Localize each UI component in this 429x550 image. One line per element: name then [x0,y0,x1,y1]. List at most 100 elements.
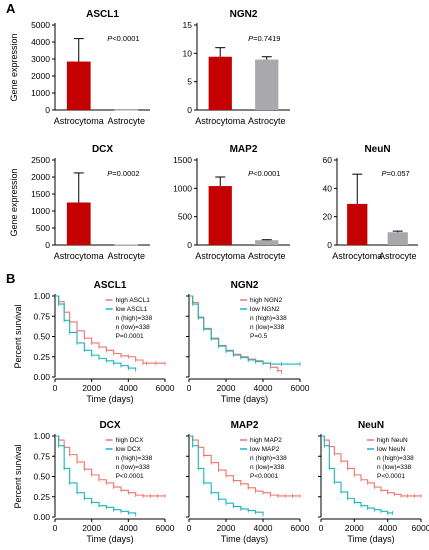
c2-ylabel: Gene expression [9,168,19,236]
c7-xlabel: Time (days) [86,534,133,544]
c6-xtick-label: 2000 [217,383,236,393]
c8-title: MAP2 [231,420,259,431]
c9-legend-entry-0: high NeuN [377,437,408,444]
c4-ytick-label: 60 [323,155,333,165]
c5-ytick-label: 1.00 [33,291,50,301]
c4-title: NeuN [364,144,390,155]
c7-xtick-label: 2000 [82,523,101,533]
c1-ytick-label: 5 [187,77,192,87]
c7-ytick-label: 0.50 [33,472,50,482]
c6-legend-entry-0: high NGN2 [250,297,283,304]
c3-category-label-1: Astrocyte [248,251,286,261]
c2-ytick-label: 2500 [31,155,50,165]
c5-legend-entry-0: high ASCL1 [116,297,151,304]
c1-bar-1 [255,59,279,110]
c5-title: ASCL1 [94,280,127,291]
c6-xlabel: Time (days) [221,394,268,404]
c5-ylabel: Percent survival [13,304,23,368]
c4-ytick-label: 0 [327,240,332,250]
c8-legend-entry-4: P<0.0001 [250,473,278,480]
c0-ytick-label: 3000 [31,54,50,64]
c7-legend-entry-1: low DCX [116,446,142,453]
c9-xtick-label: 6000 [412,523,429,533]
c7-legend-entry-0: high DCX [116,437,144,444]
c0-pvalue: P<0.0001 [107,34,139,43]
c1-ytick-label: 15 [183,20,193,30]
c2-ytick-label: 2000 [31,172,50,182]
c7-ylabel: Percent survival [13,444,23,508]
c9-series-0 [321,435,421,497]
c0-ytick-label: 5000 [31,20,50,30]
c4-ytick-label: 40 [323,183,333,193]
c2-category-label-0: Astrocytoma [54,251,104,261]
c4-bar-0 [347,203,368,245]
c9-xtick-label: 2000 [345,523,364,533]
c4-pvalue: P=0.057 [382,169,410,178]
c8-series-0 [189,435,300,497]
c1-ytick-label: 10 [183,48,193,58]
c4-bar-1 [387,232,408,245]
c3-bar-0 [208,186,232,245]
c1-bar-0 [208,56,232,110]
c8-xtick-label: 4000 [254,523,273,533]
c7-ytick-label: 0.25 [33,492,50,502]
c4-category-label-0: Astrocytoma [332,251,382,261]
c8-legend-entry-2: n (high)=338 [250,455,287,462]
c0-ytick-label: 4000 [31,37,50,47]
c9-xtick-label: 4000 [378,523,397,533]
c0-ytick-label: 1000 [31,88,50,98]
c3-ytick-label: 500 [178,212,192,222]
c7-ytick-label: 1.00 [33,431,50,441]
c9-legend-entry-2: n (high)=338 [377,455,414,462]
c5-ytick-label: 0.50 [33,332,50,342]
c6-legend-entry-2: n (high)=338 [250,315,287,322]
c6-legend-entry-1: low NGN2 [250,306,280,313]
c8-xlabel: Time (days) [221,534,268,544]
c0-ytick-label: 0 [45,105,50,115]
c5-xtick-label: 6000 [156,383,175,393]
c2-ytick-label: 0 [45,240,50,250]
c9-title: NeuN [358,420,384,431]
c9-legend-entry-3: n (low)=338 [377,464,412,471]
c7-legend-entry-2: n (high)=338 [116,455,153,462]
c1-category-label-1: Astrocyte [248,116,286,126]
c8-xtick-label: 0 [187,523,192,533]
c4-category-label-1: Astrocyte [379,251,417,261]
c2-bar-1 [114,244,139,246]
c4-ytick-label: 20 [323,212,333,222]
c3-ytick-label: 1000 [173,183,192,193]
c5-ytick-label: 0.75 [33,311,50,321]
c5-xtick-label: 0 [53,383,58,393]
c0-category-label-0: Astrocytoma [54,116,104,126]
c0-ylabel: Gene expression [9,33,19,101]
c9-legend-entry-1: low NeuN [377,446,405,453]
c6-xtick-label: 6000 [291,383,310,393]
c3-ytick-label: 1500 [173,155,192,165]
c6-legend-entry-3: n (low)=338 [250,324,285,331]
c5-legend-entry-1: low ASCL1 [116,306,148,313]
c2-ytick-label: 1500 [31,189,50,199]
c6-xtick-label: 4000 [254,383,273,393]
c6-xtick-label: 0 [187,383,192,393]
c0-bar-1 [114,109,139,111]
c5-series-0 [55,295,165,364]
c7-legend-entry-3: n (low)=338 [116,464,151,471]
c0-bar-0 [66,61,91,110]
c1-pvalue: P=0.7419 [248,34,280,43]
c7-series-0 [55,435,165,497]
c8-legend-entry-1: low MAP2 [250,446,280,453]
c8-series-1 [189,435,264,515]
c5-xtick-label: 4000 [119,383,138,393]
c5-ytick-label: 0.00 [33,372,50,382]
c5-ytick-label: 0.25 [33,352,50,362]
c0-ytick-label: 2000 [31,71,50,81]
c1-ytick-label: 0 [187,105,192,115]
c3-ytick-label: 0 [187,240,192,250]
c6-legend-entry-4: P=0.5 [250,333,268,340]
c1-category-label-0: Astrocytoma [195,116,245,126]
c3-title: MAP2 [230,144,258,155]
c7-xtick-label: 6000 [156,523,175,533]
c2-pvalue: P=0.0002 [107,169,139,178]
